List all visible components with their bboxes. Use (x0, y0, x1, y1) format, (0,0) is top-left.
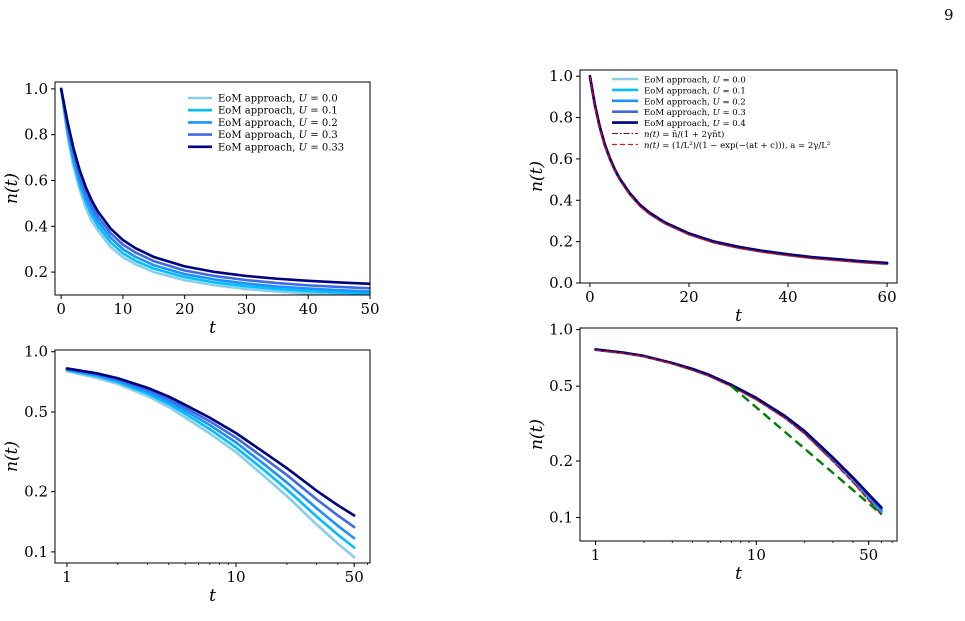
x-tick-label: 40 (299, 300, 318, 318)
x-tick-label: 60 (878, 288, 897, 306)
legend-label: EoM approach, U = 0.33 (218, 142, 344, 153)
y-axis-label: n(t) (2, 173, 22, 204)
legend-label: EoM approach, U = 0.0 (644, 76, 746, 86)
plot-frame (54, 349, 371, 564)
x-tick-label: 40 (778, 288, 797, 306)
y-tick-label: 0.8 (549, 109, 573, 127)
x-tick-label: 1 (62, 568, 72, 586)
legend-label: n(t) = (1/L²)/(1 − exp(−(at + c))), a = … (644, 140, 830, 151)
legend-label: EoM approach, U = 0.0 (218, 94, 338, 105)
legend-label: EoM approach, U = 0.1 (218, 106, 338, 117)
x-axis-label: t (735, 564, 742, 584)
y-tick-label: 0.2 (549, 452, 573, 470)
y-tick-label: 0.6 (549, 150, 573, 168)
y-tick-label: 1.0 (549, 321, 573, 339)
series-line-4 (59, 87, 370, 286)
y-tick-label: 0.8 (24, 126, 48, 144)
legend-label: EoM approach, U = 0.4 (644, 119, 746, 129)
series-group (59, 87, 370, 295)
chart-bottom-right: 1 10 50 0.1 0.2 0.5 1.0 t n(t) (527, 321, 898, 584)
legend-label: EoM approach, U = 0.1 (644, 86, 746, 96)
y-tick-label: 0.4 (24, 217, 48, 235)
y-tick-label: 0.5 (24, 403, 48, 421)
series-group (65, 367, 356, 559)
plot-frame (579, 327, 898, 542)
y-tick-label: 0.1 (24, 543, 48, 561)
series-line-6 (589, 76, 888, 265)
y-axis-label: n(t) (2, 441, 22, 472)
series-group (594, 348, 883, 516)
legend-label: EoM approach, U = 0.3 (644, 108, 746, 118)
chart-bottom-left: 1 10 50 0.1 0.2 0.5 1.0 t n(t) (2, 343, 371, 606)
legend-label: EoM approach, U = 0.2 (644, 97, 746, 107)
series-line-6 (595, 349, 882, 516)
x-tick-label: 10 (226, 568, 245, 586)
y-tick-label: 1.0 (24, 343, 48, 361)
y-tick-label: 1.0 (549, 67, 573, 85)
series-line-3 (59, 87, 370, 290)
y-axis-label: n(t) (527, 161, 547, 192)
y-tick-label: 0.1 (549, 509, 573, 527)
x-axis-label: t (209, 586, 216, 606)
y-tick-label: 0.0 (549, 274, 573, 292)
x-tick-label: 10 (747, 546, 766, 564)
x-tick-label: 0 (56, 300, 66, 318)
y-tick-label: 0.2 (24, 263, 48, 281)
series-line-5 (595, 349, 882, 515)
y-tick-label: 0.2 (24, 483, 48, 501)
series-line-4 (594, 348, 883, 509)
x-tick-label: 20 (175, 300, 194, 318)
x-tick-label: 0 (585, 288, 595, 306)
x-tick-label: 50 (345, 568, 364, 586)
chart-top-right: 0 20 40 60 0.0 0.2 0.4 0.6 0.8 1.0 t n(t) EoM approa… (527, 67, 898, 326)
y-tick-label: 1.0 (24, 80, 48, 98)
x-tick-label: 50 (859, 546, 878, 564)
legend-label: EoM approach, U = 0.2 (218, 118, 338, 129)
series-line-1 (65, 368, 356, 549)
series-line-0 (594, 348, 883, 515)
chart-top-left: 0 10 20 30 40 50 0.2 0.4 0.6 0.8 1.0 t n(t) EoM appro… (2, 80, 380, 338)
series-line-2 (594, 348, 883, 512)
x-tick-label: 20 (679, 288, 698, 306)
series-line-1 (594, 348, 883, 514)
plot-frame (54, 81, 371, 296)
y-tick-label: 0.2 (549, 233, 573, 251)
x-tick-label: 1 (591, 546, 601, 564)
x-axis-label: t (735, 306, 742, 326)
x-tick-label: 10 (113, 300, 132, 318)
legend-label: EoM approach, U = 0.3 (218, 130, 338, 141)
series-line-7 (730, 385, 883, 516)
series-line-0 (65, 369, 356, 559)
y-tick-label: 0.6 (24, 171, 48, 189)
y-axis-label: n(t) (527, 419, 547, 450)
series-group (588, 74, 889, 266)
y-tick-label: 0.5 (549, 377, 573, 395)
x-axis-label: t (209, 318, 216, 338)
legend-label: n(t) = n̄/(1 + 2γn̄t) (644, 129, 724, 140)
page-number: 9 (944, 6, 954, 24)
series-line-4 (65, 367, 356, 517)
series-line-3 (594, 348, 883, 511)
x-tick-label: 30 (237, 300, 256, 318)
y-tick-label: 0.4 (549, 191, 573, 209)
plot-frame (579, 69, 898, 284)
x-tick-label: 50 (360, 300, 379, 318)
